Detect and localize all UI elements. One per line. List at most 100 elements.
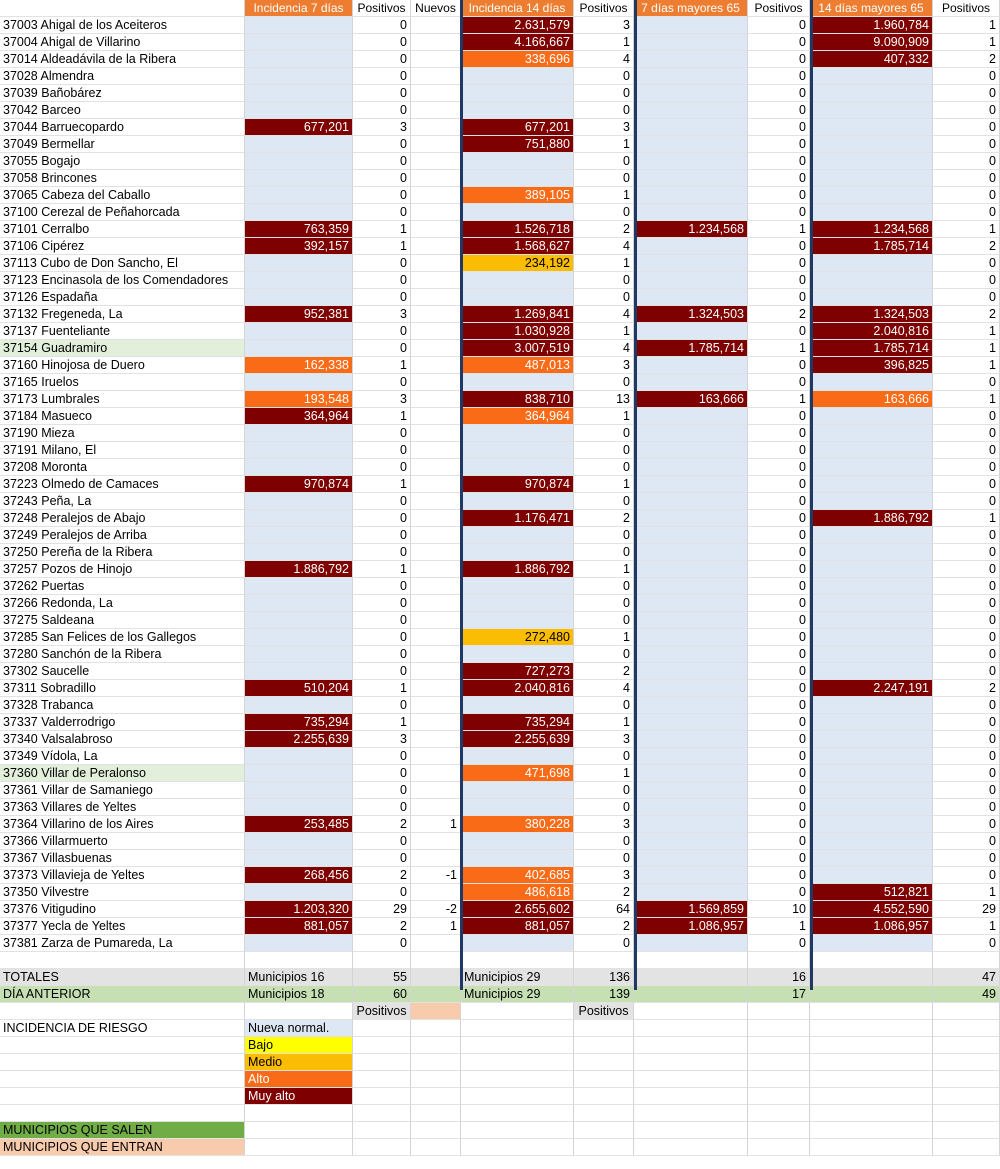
cell-pm14[interactable]: 0	[933, 85, 1000, 102]
cell-pm7[interactable]: 0	[748, 799, 810, 816]
cell-p14[interactable]: 0	[574, 782, 634, 799]
cell[interactable]	[0, 1003, 245, 1020]
cell-n[interactable]	[411, 578, 461, 595]
cell-m14[interactable]	[810, 374, 933, 391]
header-cell[interactable]: 14 días mayores 65	[810, 0, 933, 17]
cell-i14[interactable]: 677,201	[461, 119, 574, 136]
cell-m7[interactable]	[634, 357, 748, 374]
cell-i7[interactable]	[245, 85, 353, 102]
cell[interactable]	[461, 1003, 574, 1020]
cell-p14[interactable]: 0	[574, 272, 634, 289]
cell-p14[interactable]: 1	[574, 765, 634, 782]
cell-m14[interactable]	[810, 476, 933, 493]
cell-pm14[interactable]: 0	[933, 697, 1000, 714]
cell[interactable]	[574, 1020, 634, 1037]
cell[interactable]	[634, 1003, 748, 1020]
cell-pm14[interactable]: 0	[933, 442, 1000, 459]
cell-pm7[interactable]: 0	[748, 85, 810, 102]
cell-m7[interactable]	[634, 34, 748, 51]
cell-p7[interactable]: 0	[353, 527, 411, 544]
cell-p7[interactable]: 0	[353, 510, 411, 527]
cell-n[interactable]	[411, 221, 461, 238]
cell-pm14[interactable]: 2	[933, 680, 1000, 697]
cell-p14[interactable]: 0	[574, 374, 634, 391]
cell-i14[interactable]: 380,228	[461, 816, 574, 833]
municipio-name[interactable]: 37113 Cubo de Don Sancho, El	[0, 255, 245, 272]
cell-m7[interactable]	[634, 408, 748, 425]
cell-i7[interactable]	[245, 289, 353, 306]
cell-pm14[interactable]: 2	[933, 238, 1000, 255]
cell-m14[interactable]	[810, 731, 933, 748]
cell-pm14[interactable]: 0	[933, 459, 1000, 476]
cell-m14[interactable]	[810, 85, 933, 102]
cell-i14[interactable]: 727,273	[461, 663, 574, 680]
cell-i7[interactable]	[245, 255, 353, 272]
cell[interactable]	[353, 1105, 411, 1122]
cell-pm14[interactable]: 0	[933, 476, 1000, 493]
cell-i7[interactable]	[245, 663, 353, 680]
municipio-name[interactable]: 37376 Vitigudino	[0, 901, 245, 918]
cell-m7[interactable]	[634, 748, 748, 765]
municipio-name[interactable]: 37014 Aldeadávila de la Ribera	[0, 51, 245, 68]
cell-m14[interactable]: 4.552,590	[810, 901, 933, 918]
cell[interactable]	[933, 1020, 1000, 1037]
cell-i7[interactable]	[245, 493, 353, 510]
cell-p7[interactable]: 0	[353, 51, 411, 68]
cell-i7[interactable]	[245, 340, 353, 357]
cell-pm7[interactable]: 0	[748, 459, 810, 476]
cell-p14[interactable]: 0	[574, 85, 634, 102]
cell-i7[interactable]: 763,359	[245, 221, 353, 238]
cell-p7[interactable]: 3	[353, 391, 411, 408]
cell[interactable]	[353, 1139, 411, 1156]
cell-p7[interactable]: 0	[353, 850, 411, 867]
cell-m7[interactable]	[634, 578, 748, 595]
cell[interactable]	[810, 1020, 933, 1037]
cell-n[interactable]	[411, 408, 461, 425]
cell-pm7[interactable]: 0	[748, 51, 810, 68]
cell-i7[interactable]	[245, 612, 353, 629]
cell-m7[interactable]	[634, 612, 748, 629]
cell[interactable]	[634, 1105, 748, 1122]
cell-m14[interactable]	[810, 459, 933, 476]
cell-pm14[interactable]: 0	[933, 289, 1000, 306]
cell-m14[interactable]	[810, 867, 933, 884]
cell-i7[interactable]	[245, 748, 353, 765]
cell[interactable]	[810, 1071, 933, 1088]
cell-p14[interactable]: 0	[574, 442, 634, 459]
cell-i7[interactable]	[245, 527, 353, 544]
cell-i14[interactable]: 881,057	[461, 918, 574, 935]
cell[interactable]	[461, 1071, 574, 1088]
municipio-name[interactable]: 37275 Saldeana	[0, 612, 245, 629]
cell-p7[interactable]: 2	[353, 867, 411, 884]
cell[interactable]	[461, 1054, 574, 1071]
cell[interactable]	[411, 986, 461, 1003]
cell-m14[interactable]	[810, 663, 933, 680]
cell-i7[interactable]	[245, 187, 353, 204]
cell[interactable]	[461, 1139, 574, 1156]
cell-p14[interactable]: 3	[574, 119, 634, 136]
cell-i7[interactable]	[245, 833, 353, 850]
municipio-name[interactable]: 37154 Guadramiro	[0, 340, 245, 357]
cell[interactable]	[461, 1122, 574, 1139]
cell-n[interactable]	[411, 136, 461, 153]
cell-p14[interactable]: 1	[574, 255, 634, 272]
cell-i7[interactable]	[245, 782, 353, 799]
cell-pm7[interactable]: 1	[748, 221, 810, 238]
cell-p14[interactable]: 0	[574, 527, 634, 544]
cell-m7[interactable]	[634, 816, 748, 833]
cell-p14[interactable]: 0	[574, 595, 634, 612]
cell-i7[interactable]: 2.255,639	[245, 731, 353, 748]
cell-p7[interactable]: 0	[353, 578, 411, 595]
cell-pm14[interactable]: 1	[933, 391, 1000, 408]
municipio-name[interactable]: 37184 Masueco	[0, 408, 245, 425]
legend-item[interactable]: Bajo	[245, 1037, 353, 1054]
cell-m14[interactable]: 407,332	[810, 51, 933, 68]
cell-m14[interactable]: 1.886,792	[810, 510, 933, 527]
cell-m14[interactable]	[810, 187, 933, 204]
cell-p14[interactable]: 0	[574, 578, 634, 595]
cell-p7[interactable]: 0	[353, 833, 411, 850]
cell-i7[interactable]	[245, 34, 353, 51]
cell-n[interactable]	[411, 731, 461, 748]
cell-pm7[interactable]: 0	[748, 561, 810, 578]
cell-p7[interactable]: 2	[353, 816, 411, 833]
